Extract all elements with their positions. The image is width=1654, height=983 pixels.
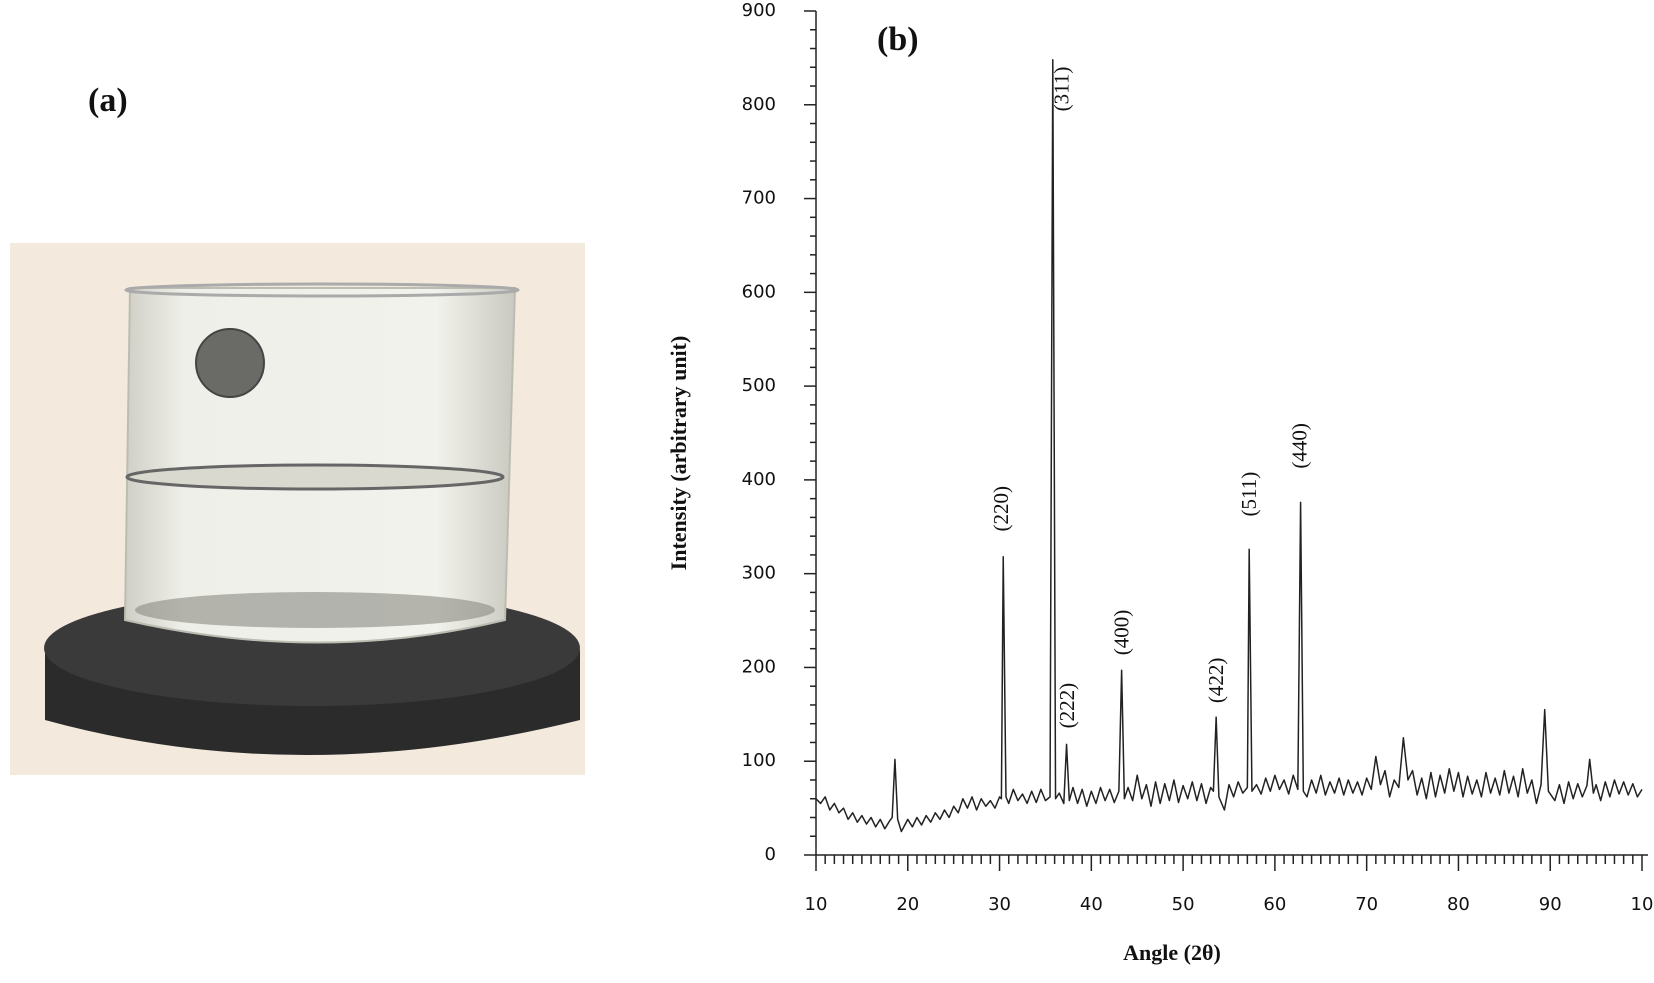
photo xyxy=(10,243,585,775)
x-tick-label: 10 xyxy=(1631,894,1654,915)
liquid-surface xyxy=(125,463,505,491)
x-tick-label: 50 xyxy=(1172,894,1195,915)
x-tick-label: 10 xyxy=(805,894,828,915)
x-tick-label: 90 xyxy=(1539,894,1562,915)
xrd-line xyxy=(815,59,1643,833)
x-tick-label: 40 xyxy=(1080,894,1103,915)
peak-label: (220) xyxy=(989,486,1013,532)
beaker-rim xyxy=(124,282,520,298)
y-tick-label: 400 xyxy=(742,469,776,490)
x-tick-label: 70 xyxy=(1355,894,1378,915)
y-tick-label: 100 xyxy=(742,750,776,771)
panel-label: (a) xyxy=(88,82,128,119)
peak-label: (511) xyxy=(1237,472,1261,517)
y-tick-label: 800 xyxy=(742,94,776,115)
y-tick-label: 900 xyxy=(742,0,776,21)
peak-label: (400) xyxy=(1109,610,1133,656)
x-tick-label: 60 xyxy=(1263,894,1286,915)
y-tick-label: 300 xyxy=(742,563,776,584)
coin xyxy=(195,328,265,398)
y-tick-label: 700 xyxy=(742,188,776,209)
y-tick-label: 600 xyxy=(742,281,776,302)
peak-label: (440) xyxy=(1287,423,1311,469)
x-tick-label: 30 xyxy=(988,894,1011,915)
peak-label: (422) xyxy=(1204,658,1228,704)
y-tick-label: 200 xyxy=(742,656,776,677)
panel-label: (b) xyxy=(877,21,919,58)
peak-label: (222) xyxy=(1055,683,1079,729)
peak-label: (311) xyxy=(1050,67,1074,112)
x-axis-title: Angle (2θ) xyxy=(1123,940,1221,965)
x-tick-label: 20 xyxy=(896,894,919,915)
y-tick-label: 0 xyxy=(765,844,776,865)
sediment xyxy=(135,592,495,628)
x-tick-label: 80 xyxy=(1447,894,1470,915)
y-tick-label: 500 xyxy=(742,375,776,396)
y-axis-title: Intensity (arbitrary unit) xyxy=(666,336,691,571)
